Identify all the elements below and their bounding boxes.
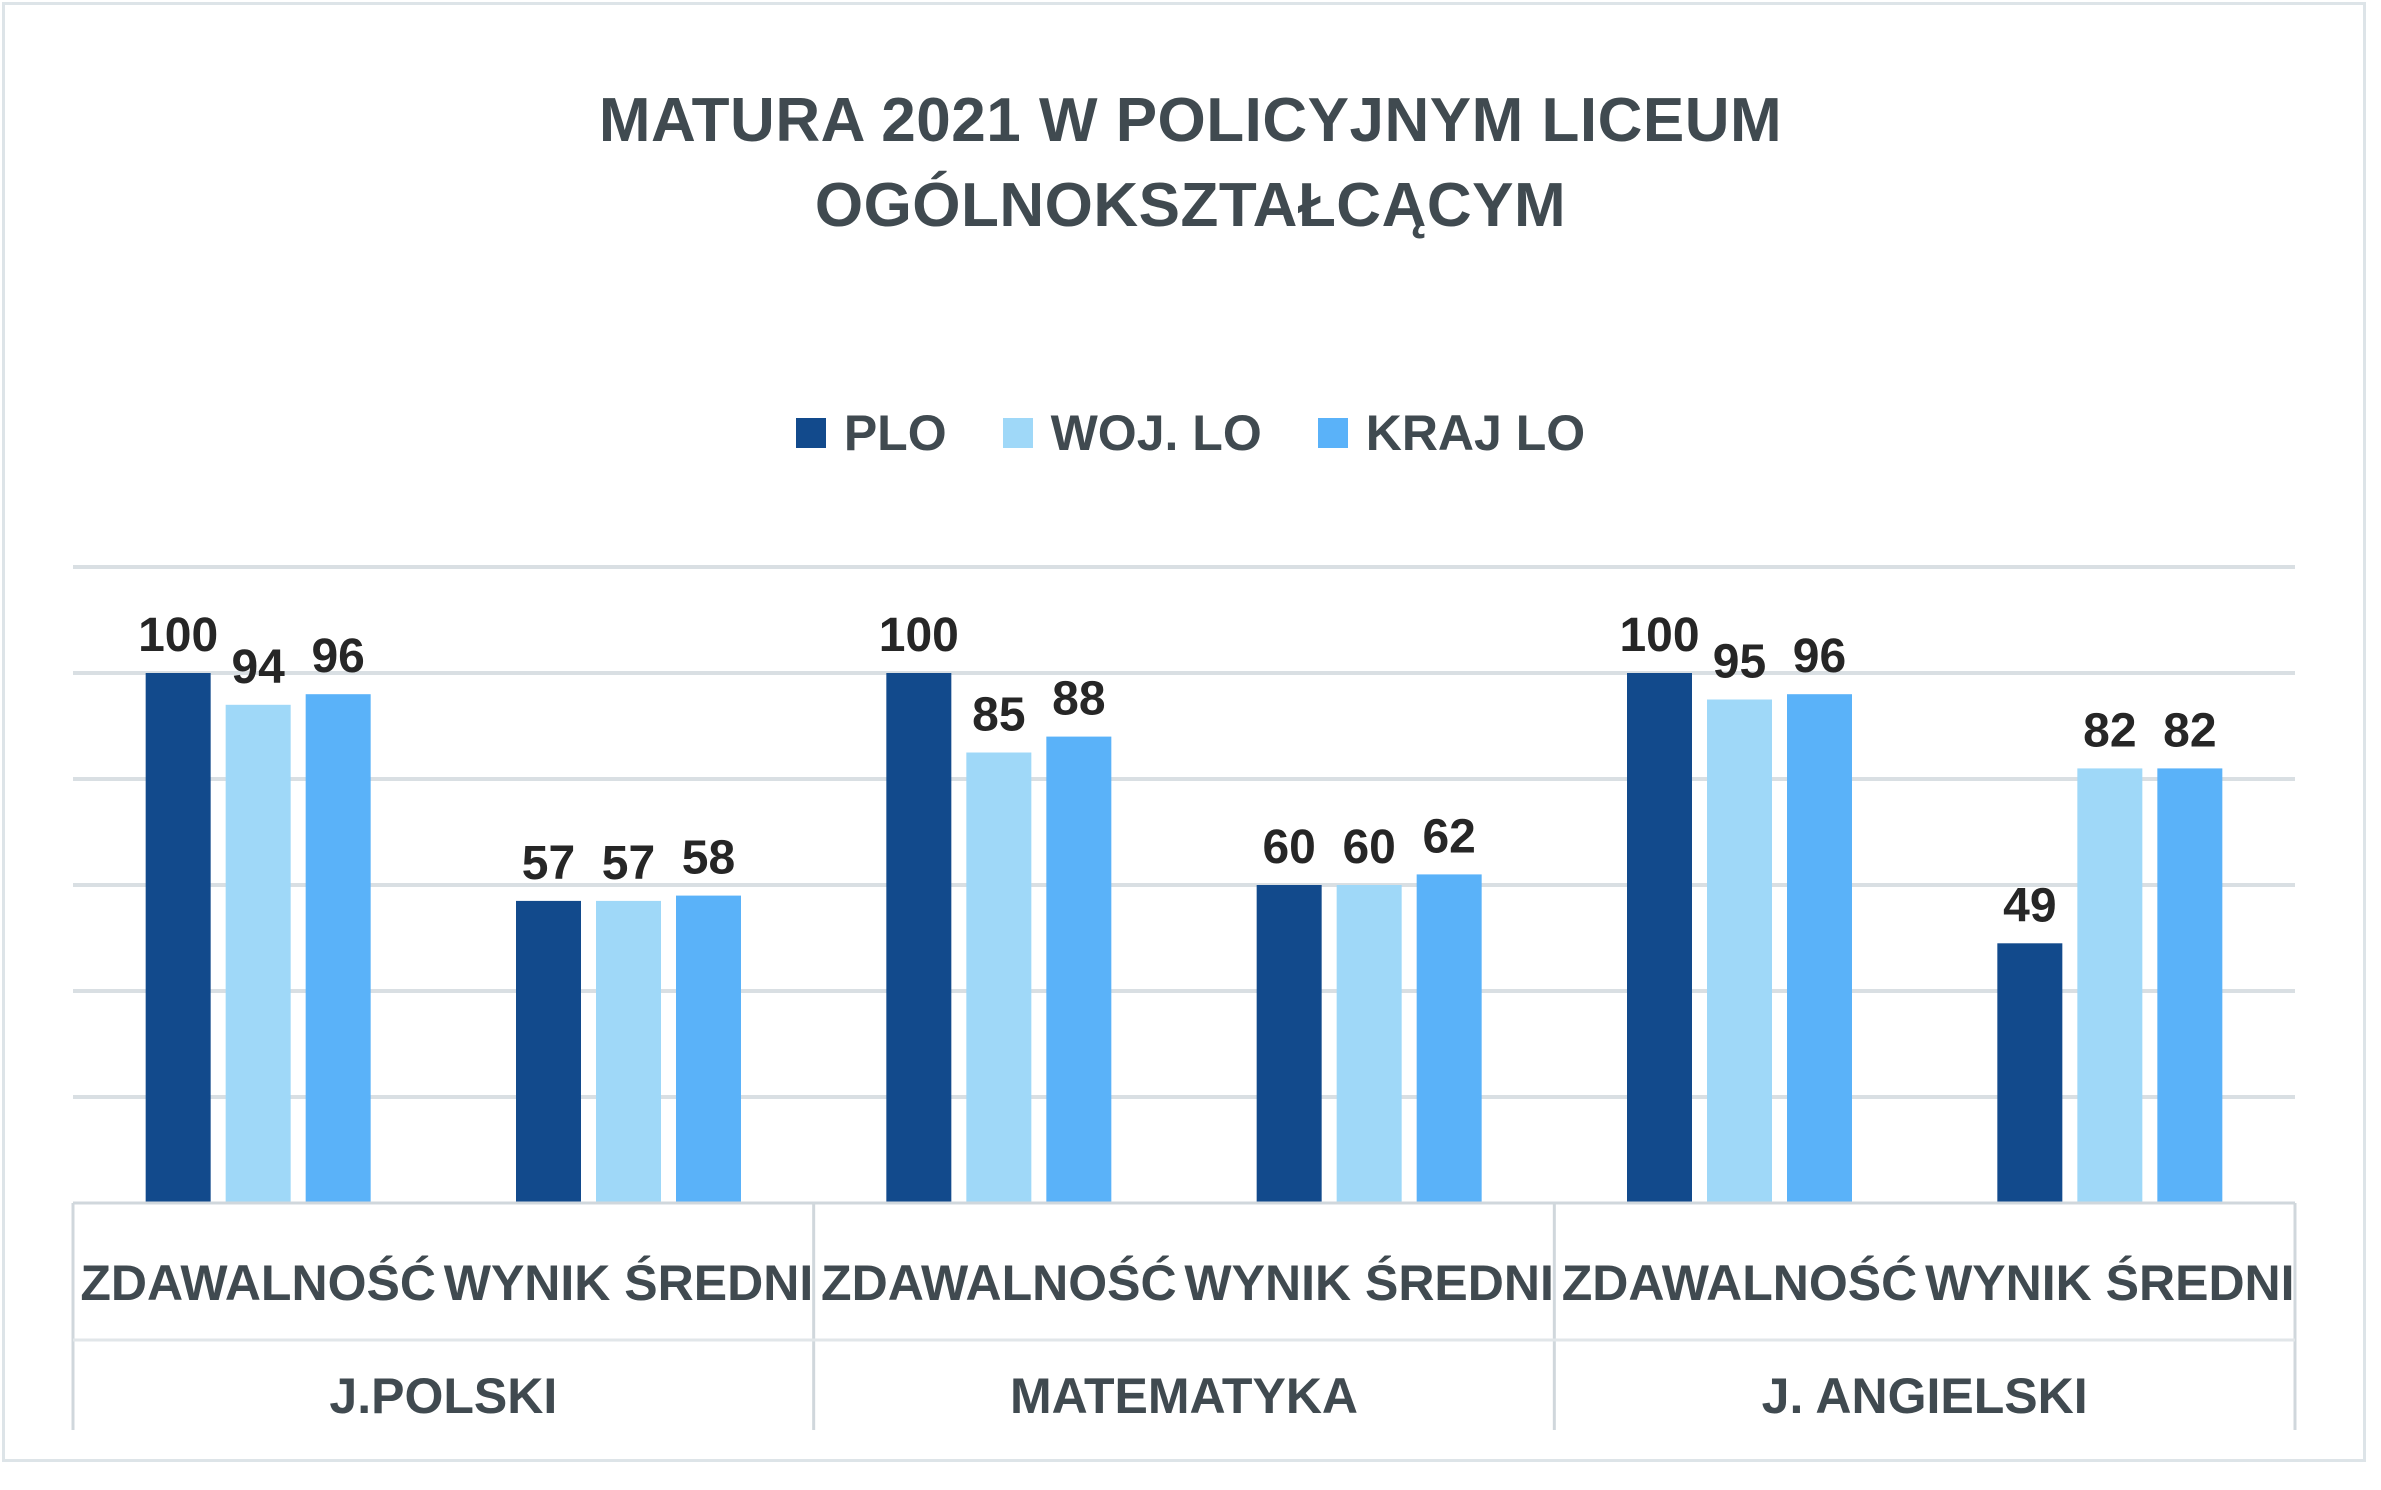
legend-label-woj-lo: WOJ. LO [1050, 405, 1262, 461]
bar [225, 704, 291, 1203]
data-label: 57 [522, 837, 575, 890]
legend: PLO WOJ. LO KRAJ LO [0, 404, 2381, 462]
bar [596, 900, 661, 1203]
bar [676, 895, 741, 1203]
data-label: 100 [879, 609, 959, 662]
data-label: 100 [1619, 609, 1699, 662]
bar [305, 694, 371, 1203]
data-label: 95 [1713, 636, 1766, 689]
category-axis: ZDAWALNOŚĆ WYNIK ŚREDNI ZDAWALNOŚĆ WYNIK ŚR… [71, 1201, 2297, 1430]
bar [1046, 736, 1112, 1203]
group-label: J.POLSKI [329, 1368, 557, 1424]
data-label: 85 [972, 689, 1025, 742]
data-label: 100 [138, 609, 218, 662]
legend-swatch-kraj-lo [1317, 418, 1348, 448]
data-label: 88 [1052, 673, 1105, 726]
category-label: WYNIK ŚREDNI [1925, 1255, 2294, 1311]
legend-item-plo: PLO [795, 404, 947, 462]
category-label: ZDAWALNOŚĆ [80, 1255, 436, 1311]
data-label: 96 [1793, 630, 1846, 683]
group-label: MATEMATYKA [1010, 1368, 1358, 1424]
gridlines [73, 565, 2295, 1099]
data-label: 58 [682, 832, 735, 885]
bar [886, 673, 952, 1203]
bar [1256, 885, 1322, 1203]
chart-title-line-1: MATURA 2021 W POLICYJNYM LICEUM [598, 86, 1783, 155]
legend-swatch-woj-lo [1002, 418, 1033, 448]
category-label: ZDAWALNOŚĆ [1562, 1255, 1918, 1311]
group-label: J. ANGIELSKI [1762, 1368, 2088, 1424]
data-label: 60 [1262, 821, 1315, 874]
legend-swatch-plo [795, 418, 826, 448]
data-label: 94 [231, 641, 285, 694]
legend-label-plo: PLO [843, 405, 947, 461]
category-label: WYNIK ŚREDNI [1184, 1255, 1553, 1311]
bar [1787, 694, 1852, 1203]
category-label: WYNIK ŚREDNI [444, 1255, 813, 1311]
data-label: 62 [1422, 810, 1475, 863]
data-label: 60 [1342, 821, 1395, 874]
legend-item-woj-lo: WOJ. LO [1002, 404, 1262, 462]
bar [1997, 943, 2063, 1203]
bar [1707, 699, 1772, 1203]
bar [1627, 673, 1692, 1203]
data-label: 96 [311, 630, 364, 683]
legend-item-kraj-lo: KRAJ LO [1317, 404, 1586, 462]
bars [145, 673, 2223, 1203]
legend-label-kraj-lo: KRAJ LO [1365, 405, 1586, 461]
chart-frame [2, 2, 2366, 1462]
data-label: 82 [2163, 704, 2216, 757]
chart-title-line-2: OGÓLNOKSZTAŁCĄCYM [814, 171, 1567, 240]
bar [966, 752, 1032, 1203]
bar [2157, 768, 2223, 1203]
bar [516, 900, 581, 1203]
data-label: 82 [2083, 704, 2136, 757]
data-label: 49 [2003, 879, 2056, 932]
data-label: 57 [602, 837, 655, 890]
bar [2077, 768, 2143, 1203]
bar [1336, 885, 1402, 1203]
category-label: ZDAWALNOŚĆ [821, 1255, 1177, 1311]
bar [145, 673, 211, 1203]
bar [1416, 874, 1482, 1203]
